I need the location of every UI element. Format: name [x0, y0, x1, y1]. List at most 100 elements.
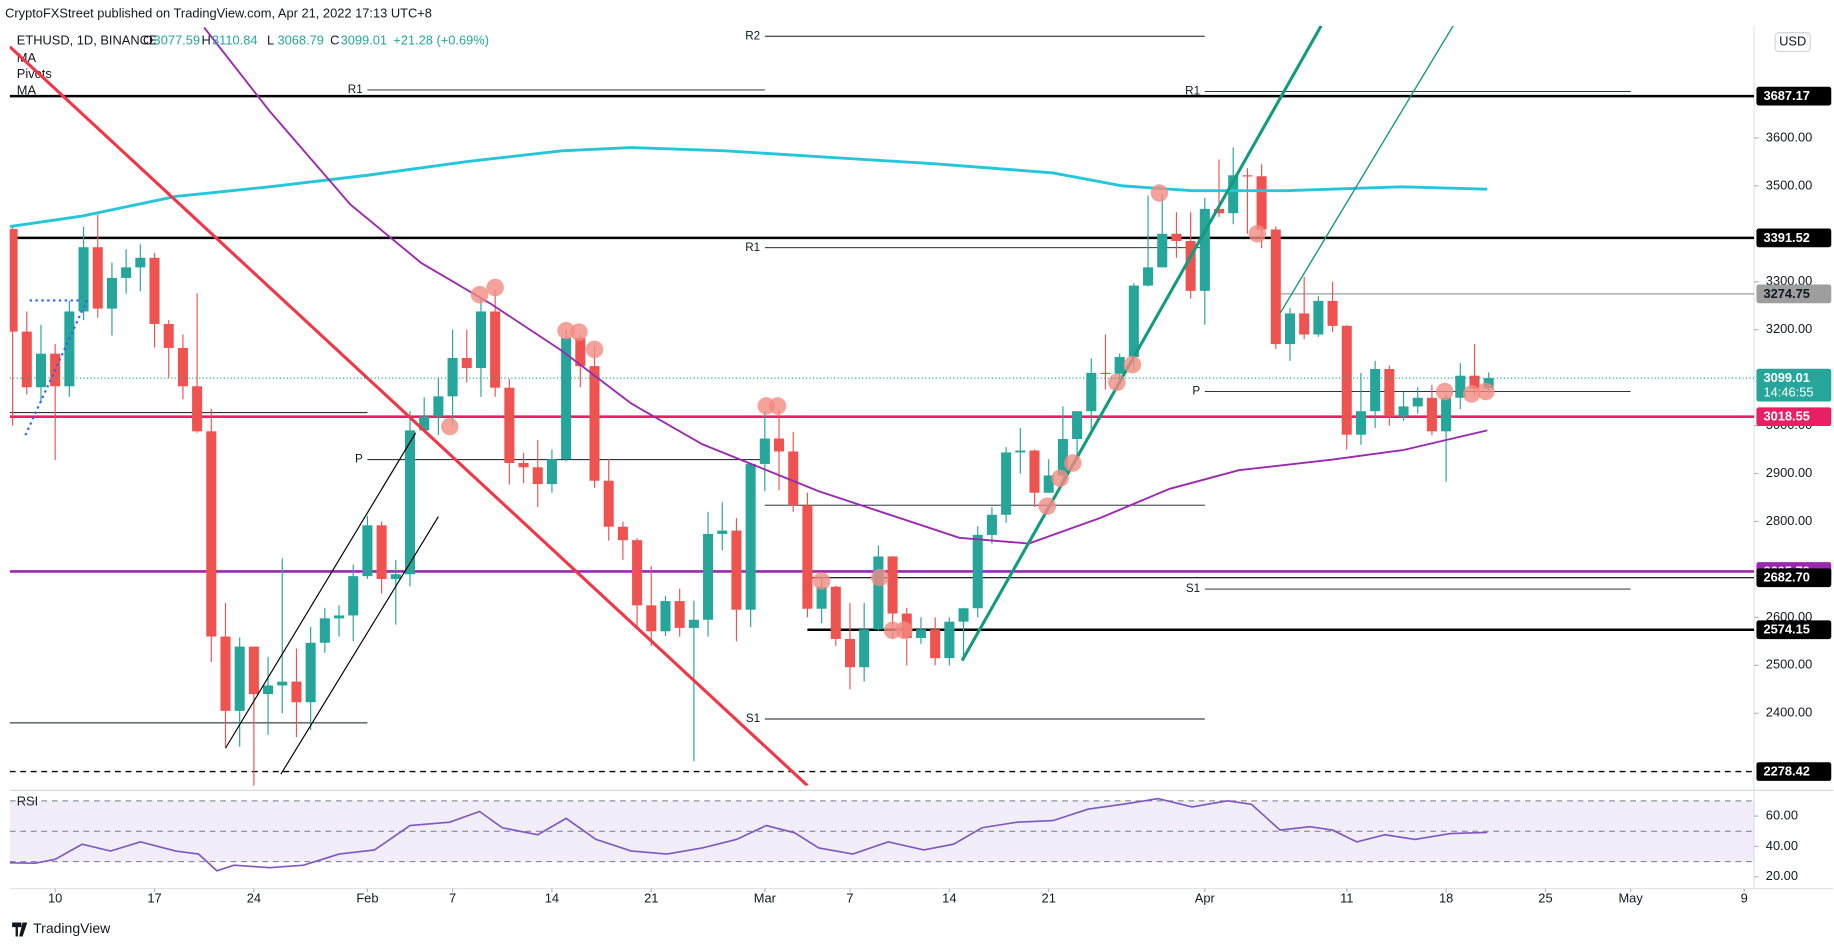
y-tick-label: 2400.00: [1766, 705, 1812, 720]
trendline: [280, 516, 439, 775]
x-tick-label: 21: [1042, 890, 1056, 905]
candle-body: [248, 646, 259, 695]
marker: [1123, 355, 1142, 374]
currency-box[interactable]: [1774, 32, 1811, 53]
candle-body: [575, 337, 586, 367]
price-badge: [1756, 762, 1832, 781]
candle-body: [1086, 372, 1097, 412]
candle-body: [334, 615, 345, 619]
candle-body: [745, 463, 756, 610]
candle-body: [1001, 452, 1012, 515]
candle-body: [305, 642, 316, 703]
price-badge: [1756, 407, 1832, 427]
candle-body: [1370, 369, 1381, 412]
pivot-label: R1: [348, 83, 363, 96]
y-tick-label: 2800.00: [1766, 513, 1812, 528]
candle-body: [1171, 233, 1182, 241]
price-badge-label: 2574.15: [1763, 622, 1809, 637]
candle-body: [1072, 411, 1083, 440]
candle-body: [64, 311, 75, 387]
rsi-y-tick-label: 40.00: [1766, 838, 1798, 853]
price-badge: [1756, 568, 1832, 588]
ohlc-value: 3110.84: [212, 32, 258, 47]
candle-body: [958, 608, 969, 622]
marker: [486, 278, 504, 297]
y-tick-label: 3200.00: [1766, 321, 1812, 336]
x-tick-label: Apr: [1195, 890, 1216, 905]
x-tick-label: 9: [1741, 890, 1748, 905]
price-badge-label: 2278.42: [1763, 764, 1809, 779]
candle-body: [1327, 300, 1338, 326]
candle-body: [1384, 369, 1395, 417]
candle-body: [561, 337, 572, 460]
rsi-line: [9, 797, 1488, 872]
candle-body: [1284, 313, 1296, 345]
y-tick-label: 2600.00: [1766, 609, 1812, 624]
candle-body: [1043, 475, 1054, 493]
pivot-label: P: [355, 453, 363, 466]
candle-body: [844, 638, 856, 668]
y-tick-label: 3600.00: [1766, 129, 1812, 144]
pivot-label: S1: [1186, 582, 1200, 595]
trendline: [24, 297, 89, 436]
price-badge: [1756, 86, 1832, 106]
candle-body: [816, 586, 827, 609]
price-badge-label: 3391.52: [1763, 230, 1809, 245]
candle-body: [433, 396, 444, 417]
marker: [470, 285, 489, 304]
candle-body: [1256, 176, 1267, 230]
price-badge: [1756, 284, 1832, 304]
candle-body: [9, 229, 18, 332]
x-tick-label: 14: [942, 890, 956, 905]
moving-average: [9, 146, 1488, 229]
pivot-label: R1: [1185, 85, 1200, 98]
y-tick-label: 2500.00: [1766, 657, 1812, 672]
candle-body: [192, 386, 203, 432]
candle-body: [703, 533, 714, 620]
price-badge-label: 3018.55: [1763, 409, 1809, 424]
candle-body: [802, 505, 813, 609]
candle-body: [887, 556, 898, 614]
candle-body: [475, 311, 486, 369]
ohlc-label: C: [330, 32, 339, 47]
candle-body: [1299, 313, 1310, 335]
marker: [1150, 184, 1169, 202]
moving-average: [203, 27, 1488, 545]
trendline: [9, 45, 809, 786]
rsi-band: [9, 800, 1755, 862]
candle-body: [986, 514, 997, 535]
publisher-note: CryptoFXStreet published on TradingView.…: [5, 5, 432, 20]
rsi-pane: [9, 797, 1755, 872]
candle-body: [35, 353, 47, 388]
x-tick-label: 7: [449, 890, 456, 905]
marker: [440, 417, 459, 436]
candle-body: [1157, 233, 1168, 268]
candle-body: [21, 331, 32, 388]
rsi-label: RSI: [17, 793, 38, 808]
candle-body: [177, 347, 188, 387]
candle-body: [348, 576, 359, 616]
candle-body: [106, 277, 117, 309]
x-tick-label: Feb: [356, 890, 378, 905]
marker: [1051, 469, 1069, 488]
x-tick-label: 11: [1340, 890, 1353, 905]
candle-body: [603, 480, 614, 527]
x-tick-label: 25: [1538, 890, 1552, 905]
candle-body: [390, 574, 401, 580]
y-tick-label: 3300.00: [1766, 273, 1812, 288]
candle-body: [206, 431, 217, 637]
legend-entry: MA: [17, 83, 37, 98]
x-tick-label: May: [1618, 890, 1643, 905]
last-price-label: 3099.01: [1763, 370, 1809, 385]
x-tick-label: 18: [1439, 890, 1453, 905]
marker: [1108, 373, 1126, 392]
candle-body: [1341, 325, 1352, 435]
candle-body: [92, 247, 103, 309]
candle-body: [546, 459, 557, 485]
candle-body: [1100, 372, 1111, 375]
candle-body: [773, 438, 785, 452]
ohlc-value: 3099.01: [341, 32, 387, 47]
pivot-label: P: [1192, 385, 1200, 398]
y-tick-label: 3500.00: [1766, 177, 1812, 192]
